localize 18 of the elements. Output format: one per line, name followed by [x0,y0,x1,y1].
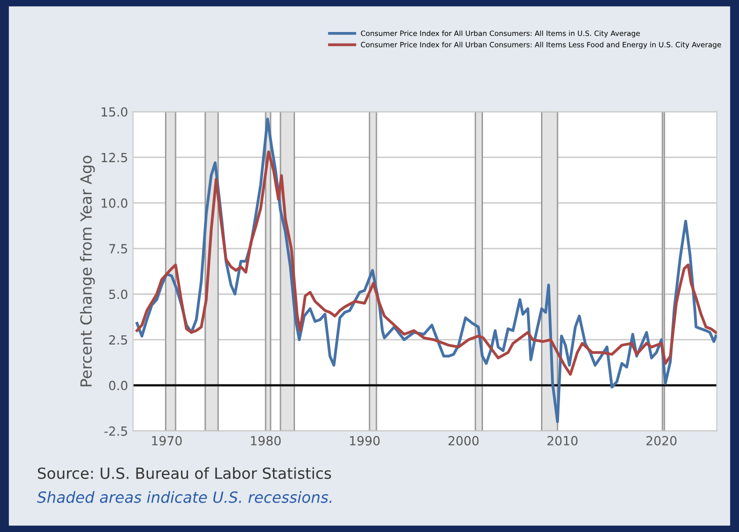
x-tick-label: 2020 [646,436,676,446]
x-tick-label: 1990 [350,436,380,446]
line-series [136,150,717,376]
x-tick-label: 1970 [152,436,182,446]
y-tick-label: 12.5 [102,152,128,162]
y-tick-label: 15.0 [102,107,128,117]
y-tick-label: 5.0 [109,290,128,300]
x-tick-label: 2000 [448,436,479,446]
y-tick-label: 2.5 [109,335,128,345]
source-note: Source: U.S. Bureau of Labor Statistics [38,467,331,480]
text: Shaded areas indicate U.S. recessions. [37,491,332,503]
y-axis-title: Percent Change from Year Ago [80,156,95,386]
y-tick-label: -2.5 [104,426,128,436]
y-tick-label: 10.0 [102,198,128,208]
x-tick-label: 1980 [251,436,281,446]
x-tick-label: 2010 [547,436,578,446]
y-tick-label: 7.5 [109,244,128,254]
y-tick-label: 0.0 [109,380,128,390]
